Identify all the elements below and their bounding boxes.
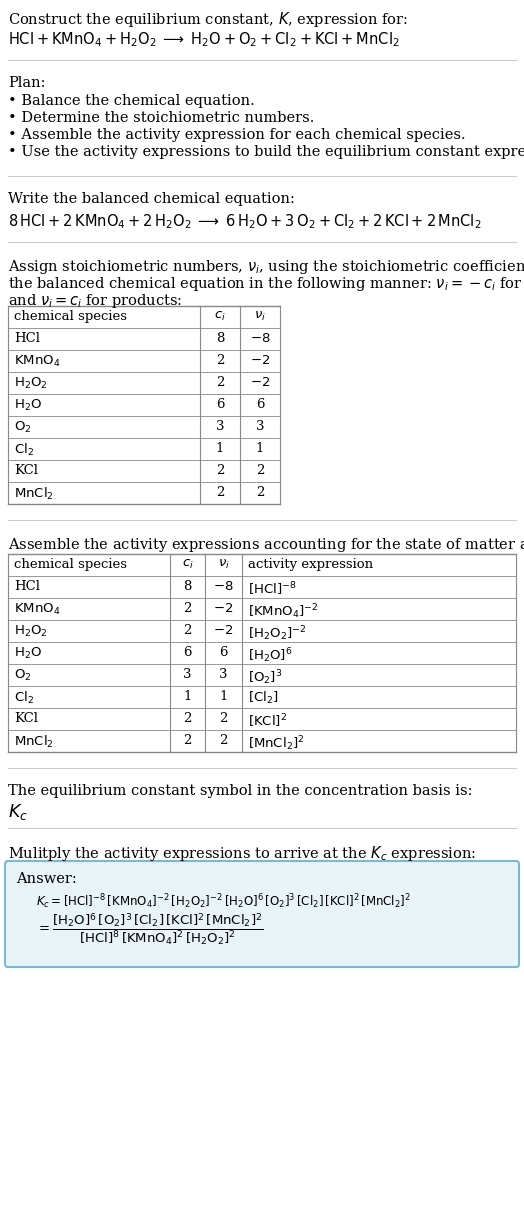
Text: The equilibrium constant symbol in the concentration basis is:: The equilibrium constant symbol in the c… <box>8 784 473 797</box>
Text: 1: 1 <box>183 690 192 703</box>
Text: $\mathrm{KMnO_4}$: $\mathrm{KMnO_4}$ <box>14 353 60 369</box>
Text: $\nu_i$: $\nu_i$ <box>254 309 266 323</box>
Text: 2: 2 <box>220 712 228 725</box>
Text: 2: 2 <box>183 624 192 637</box>
Text: 3: 3 <box>219 668 228 681</box>
Text: 2: 2 <box>183 602 192 615</box>
Text: chemical species: chemical species <box>14 309 127 323</box>
Text: $[\mathrm{MnCl_2}]^{2}$: $[\mathrm{MnCl_2}]^{2}$ <box>248 734 304 752</box>
Text: $-2$: $-2$ <box>213 624 234 637</box>
Text: $c_i$: $c_i$ <box>214 309 226 323</box>
Text: HCl: HCl <box>14 331 40 345</box>
Text: chemical species: chemical species <box>14 558 127 571</box>
Text: $[\mathrm{KMnO_4}]^{-2}$: $[\mathrm{KMnO_4}]^{-2}$ <box>248 602 319 621</box>
Text: Answer:: Answer: <box>16 872 77 885</box>
Text: 2: 2 <box>216 486 224 499</box>
Text: Plan:: Plan: <box>8 76 46 91</box>
Text: 8: 8 <box>183 580 192 593</box>
Text: $\mathrm{O_2}$: $\mathrm{O_2}$ <box>14 419 31 435</box>
Text: $\mathrm{HCl} + \mathrm{KMnO_4} + \mathrm{H_2O_2} \;\longrightarrow\; \mathrm{H_: $\mathrm{HCl} + \mathrm{KMnO_4} + \mathr… <box>8 31 400 49</box>
Text: $[\mathrm{H_2O}]^{6}$: $[\mathrm{H_2O}]^{6}$ <box>248 646 292 664</box>
Text: 2: 2 <box>183 712 192 725</box>
Text: $\mathrm{MnCl_2}$: $\mathrm{MnCl_2}$ <box>14 486 54 503</box>
Text: $[\mathrm{KCl}]^{2}$: $[\mathrm{KCl}]^{2}$ <box>248 712 287 730</box>
Text: 2: 2 <box>216 375 224 389</box>
Text: • Determine the stoichiometric numbers.: • Determine the stoichiometric numbers. <box>8 111 314 125</box>
Text: $[\mathrm{O_2}]^{3}$: $[\mathrm{O_2}]^{3}$ <box>248 668 282 686</box>
Text: $\mathrm{O_2}$: $\mathrm{O_2}$ <box>14 668 31 684</box>
Text: • Assemble the activity expression for each chemical species.: • Assemble the activity expression for e… <box>8 128 466 142</box>
Text: 1: 1 <box>256 442 264 455</box>
Text: $-8$: $-8$ <box>250 331 270 345</box>
Text: $\mathrm{Cl_2}$: $\mathrm{Cl_2}$ <box>14 442 34 459</box>
Text: the balanced chemical equation in the following manner: $\nu_i = -c_i$ for react: the balanced chemical equation in the fo… <box>8 275 524 294</box>
Text: 2: 2 <box>216 353 224 367</box>
Text: 2: 2 <box>220 734 228 747</box>
Text: Construct the equilibrium constant, $K$, expression for:: Construct the equilibrium constant, $K$,… <box>8 10 408 29</box>
Text: 8: 8 <box>216 331 224 345</box>
Text: $\mathrm{Cl_2}$: $\mathrm{Cl_2}$ <box>14 690 34 706</box>
Text: $8\,\mathrm{HCl} + 2\,\mathrm{KMnO_4} + 2\,\mathrm{H_2O_2} \;\longrightarrow\; 6: $8\,\mathrm{HCl} + 2\,\mathrm{KMnO_4} + … <box>8 212 482 231</box>
Text: $-2$: $-2$ <box>213 602 234 615</box>
Text: $\mathrm{H_2O}$: $\mathrm{H_2O}$ <box>14 397 42 413</box>
Text: $[\mathrm{H_2O_2}]^{-2}$: $[\mathrm{H_2O_2}]^{-2}$ <box>248 624 307 643</box>
Text: 2: 2 <box>183 734 192 747</box>
Text: 1: 1 <box>220 690 228 703</box>
Text: HCl: HCl <box>14 580 40 593</box>
Text: 2: 2 <box>216 464 224 477</box>
Text: Write the balanced chemical equation:: Write the balanced chemical equation: <box>8 192 295 205</box>
Text: 6: 6 <box>219 646 228 659</box>
Text: $\mathrm{H_2O}$: $\mathrm{H_2O}$ <box>14 646 42 662</box>
Text: $-8$: $-8$ <box>213 580 234 593</box>
Text: 3: 3 <box>256 419 264 433</box>
Text: 2: 2 <box>256 486 264 499</box>
Text: KCl: KCl <box>14 464 38 477</box>
Text: $\mathrm{H_2O_2}$: $\mathrm{H_2O_2}$ <box>14 624 48 640</box>
Text: 6: 6 <box>183 646 192 659</box>
Text: activity expression: activity expression <box>248 558 373 571</box>
Text: 2: 2 <box>256 464 264 477</box>
Text: $K_c$: $K_c$ <box>8 802 28 822</box>
Text: 6: 6 <box>256 397 264 411</box>
Text: Assign stoichiometric numbers, $\nu_i$, using the stoichiometric coefficients, $: Assign stoichiometric numbers, $\nu_i$, … <box>8 258 524 276</box>
Text: $[\mathrm{Cl_2}]$: $[\mathrm{Cl_2}]$ <box>248 690 279 706</box>
Text: • Balance the chemical equation.: • Balance the chemical equation. <box>8 94 255 108</box>
FancyBboxPatch shape <box>5 861 519 967</box>
Text: and $\nu_i = c_i$ for products:: and $\nu_i = c_i$ for products: <box>8 292 182 309</box>
Text: • Use the activity expressions to build the equilibrium constant expression.: • Use the activity expressions to build … <box>8 146 524 159</box>
Text: Mulitply the activity expressions to arrive at the $K_c$ expression:: Mulitply the activity expressions to arr… <box>8 844 476 863</box>
Text: $[\mathrm{HCl}]^{-8}$: $[\mathrm{HCl}]^{-8}$ <box>248 580 297 598</box>
Text: $\mathrm{MnCl_2}$: $\mathrm{MnCl_2}$ <box>14 734 54 750</box>
Text: 1: 1 <box>216 442 224 455</box>
Text: $K_c = [\mathrm{HCl}]^{-8}\,[\mathrm{KMnO_4}]^{-2}\,[\mathrm{H_2O_2}]^{-2}\,[\ma: $K_c = [\mathrm{HCl}]^{-8}\,[\mathrm{KMn… <box>36 892 411 911</box>
Text: 3: 3 <box>216 419 224 433</box>
Text: $c_i$: $c_i$ <box>182 558 193 571</box>
Text: $\mathrm{H_2O_2}$: $\mathrm{H_2O_2}$ <box>14 375 48 391</box>
Text: $\mathrm{KMnO_4}$: $\mathrm{KMnO_4}$ <box>14 602 60 618</box>
Text: 6: 6 <box>216 397 224 411</box>
Text: $= \dfrac{[\mathrm{H_2O}]^{6}\,[\mathrm{O_2}]^{3}\,[\mathrm{Cl_2}]\,[\mathrm{KCl: $= \dfrac{[\mathrm{H_2O}]^{6}\,[\mathrm{… <box>36 912 264 948</box>
Text: $-2$: $-2$ <box>250 375 270 389</box>
Text: KCl: KCl <box>14 712 38 725</box>
Text: 3: 3 <box>183 668 192 681</box>
Text: Assemble the activity expressions accounting for the state of matter and $\nu_i$: Assemble the activity expressions accoun… <box>8 536 524 554</box>
Text: $-2$: $-2$ <box>250 353 270 367</box>
Text: $\nu_i$: $\nu_i$ <box>217 558 230 571</box>
